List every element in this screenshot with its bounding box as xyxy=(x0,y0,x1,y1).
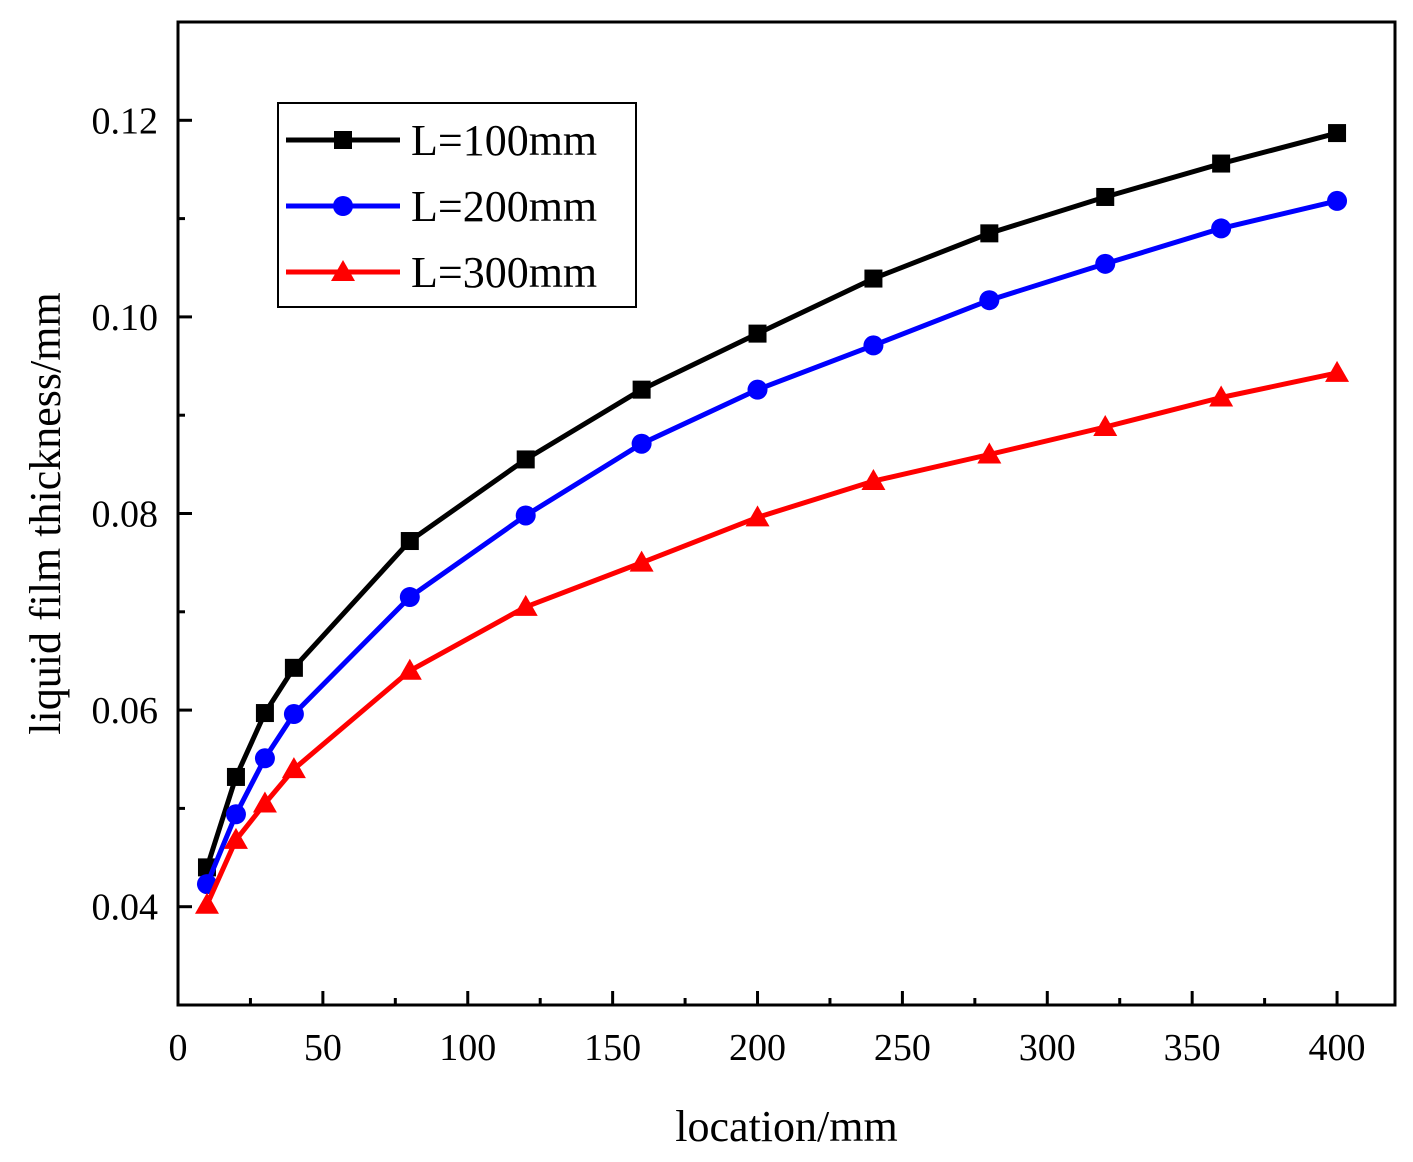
data-point xyxy=(861,469,886,491)
data-point xyxy=(281,757,306,779)
data-point xyxy=(254,748,275,769)
data-point xyxy=(747,379,768,400)
data-point xyxy=(979,290,1000,311)
data-point xyxy=(400,532,419,551)
plot-marks xyxy=(194,124,1350,914)
x-tick-label: 250 xyxy=(874,1027,931,1069)
data-point xyxy=(745,505,770,527)
y-tick-label: 0.10 xyxy=(92,297,159,339)
data-point xyxy=(194,892,219,914)
data-point xyxy=(397,658,422,680)
legend: L=100mm L=200mm L=300mm xyxy=(277,102,637,308)
x-tick-label: 50 xyxy=(304,1027,342,1069)
data-point xyxy=(1328,124,1347,143)
legend-label: L=300mm xyxy=(411,248,597,297)
x-tick-label: 300 xyxy=(1019,1027,1076,1069)
data-point xyxy=(1325,360,1350,382)
data-point xyxy=(255,704,274,723)
x-tick-label: 150 xyxy=(584,1027,641,1069)
data-point xyxy=(1212,154,1231,173)
x-tick-label: 0 xyxy=(169,1027,188,1069)
data-point xyxy=(631,433,652,454)
data-point xyxy=(1209,385,1234,407)
data-point xyxy=(980,224,999,243)
data-point xyxy=(632,380,651,399)
legend-label: L=200mm xyxy=(411,182,597,231)
data-point xyxy=(864,269,883,288)
y-axis-title: liquid film thickness/mm xyxy=(21,292,70,734)
x-axis-title: location/mm xyxy=(675,1102,897,1151)
series-2 xyxy=(196,190,1348,895)
data-point xyxy=(226,767,245,786)
y-tick-label: 0.06 xyxy=(92,690,159,732)
data-point xyxy=(1095,253,1116,274)
y-tick-label: 0.08 xyxy=(92,494,159,536)
data-point xyxy=(225,804,246,825)
series-3 xyxy=(194,360,1350,914)
legend-marker xyxy=(333,196,353,216)
data-point xyxy=(863,335,884,356)
data-point xyxy=(223,827,248,849)
x-tick-label: 200 xyxy=(729,1027,786,1069)
data-point xyxy=(252,791,277,813)
data-point xyxy=(399,587,420,608)
legend-marker xyxy=(331,260,355,281)
data-point xyxy=(1093,414,1118,436)
data-point xyxy=(513,594,538,616)
data-point xyxy=(1211,218,1232,239)
data-point xyxy=(284,658,303,677)
legend-label: L=100mm xyxy=(411,116,597,165)
data-point xyxy=(1096,187,1115,206)
x-tick-label: 350 xyxy=(1164,1027,1221,1069)
data-point xyxy=(1327,190,1348,211)
x-tick-label: 400 xyxy=(1309,1027,1366,1069)
data-point xyxy=(748,324,767,343)
y-tick-label: 0.04 xyxy=(92,887,159,929)
data-point xyxy=(283,704,304,725)
data-point xyxy=(977,442,1002,464)
data-point xyxy=(515,505,536,526)
axes: 0 50 100 150 200 250 300 350 400 0.04 0.06 0.08 0.10… xyxy=(92,100,1366,1069)
series-1 xyxy=(197,124,1347,877)
legend-marker xyxy=(334,131,352,149)
x-tick-label: 100 xyxy=(439,1027,496,1069)
data-point xyxy=(516,450,535,469)
series-line xyxy=(204,370,1338,906)
y-tick-label: 0.12 xyxy=(92,100,159,142)
data-point xyxy=(629,550,654,572)
